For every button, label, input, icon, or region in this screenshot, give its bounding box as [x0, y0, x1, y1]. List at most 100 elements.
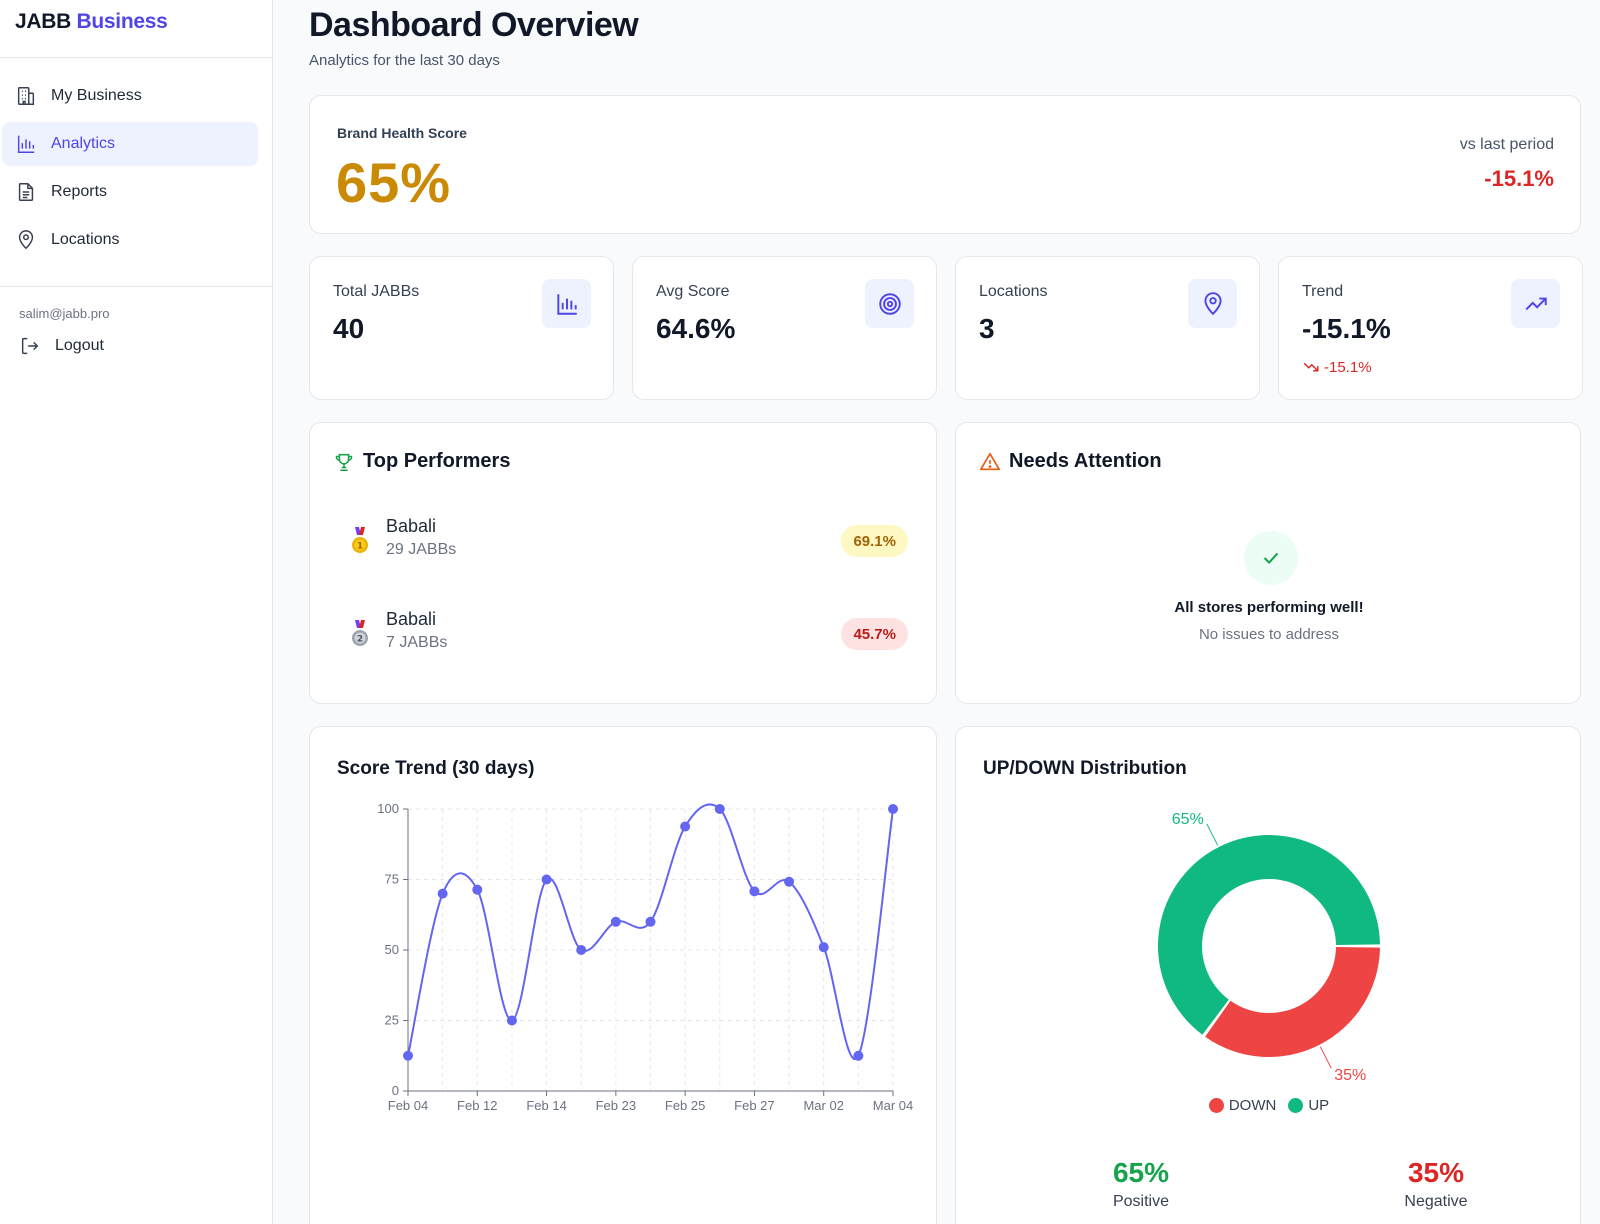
pie-slice-up: [1158, 835, 1380, 1035]
y-tick-label: 25: [385, 1013, 399, 1028]
y-tick-label: 100: [377, 801, 399, 816]
needs-attention-card: Needs Attention All stores performing we…: [955, 422, 1581, 704]
logout-button[interactable]: Logout: [19, 335, 272, 357]
score-trend-card: Score Trend (30 days) 0 25 50 75 100 Feb 04 Fe…: [309, 726, 937, 1224]
vs-last-period-label: vs last period: [1459, 136, 1554, 153]
stat-label: Trend: [1302, 283, 1344, 300]
check-icon: [1263, 552, 1279, 565]
sidebar-item-reports[interactable]: Reports: [2, 170, 258, 214]
stat-card-total-jabbs: Total JABBs 40: [309, 256, 614, 400]
legend-item-up[interactable]: UP: [1288, 1097, 1329, 1114]
y-tick-label: 75: [385, 872, 399, 887]
needs-attention-title-text: Needs Attention: [1009, 450, 1162, 472]
performer-count: 29 JABBs: [386, 541, 457, 558]
brand-logo[interactable]: JABB Business: [0, 0, 272, 58]
stat-value: 64.6%: [656, 313, 736, 344]
map-pin-icon: [18, 230, 34, 250]
stat-label: Total JABBs: [333, 283, 420, 300]
top-performers-title-text: Top Performers: [363, 450, 511, 472]
score-trend-chart: 0 25 50 75 100 Feb 04 Feb 12 Feb 14 Feb 23 Feb 25…: [377, 801, 913, 1113]
legend-item-down[interactable]: DOWN: [1208, 1097, 1277, 1114]
y-tick-label: 50: [385, 942, 399, 957]
stat-value: 40: [333, 313, 365, 344]
sidebar-item-locations[interactable]: Locations: [2, 218, 258, 262]
score-trend-title: Score Trend (30 days): [337, 758, 535, 779]
list-item[interactable]: 1 Babali 29 JABBs 69.1%: [348, 516, 908, 566]
sidebar-item-my-business[interactable]: My Business: [2, 74, 258, 118]
data-point: [506, 1015, 517, 1026]
data-point: [472, 884, 483, 895]
distribution-title: UP/DOWN Distribution: [983, 758, 1187, 779]
x-tick-label: Feb 14: [526, 1098, 566, 1113]
x-tick-label: Mar 04: [873, 1098, 913, 1113]
stat-icon-box: [865, 279, 914, 328]
chart-legend: DOWN UP: [956, 1097, 1582, 1114]
data-point: [437, 888, 448, 899]
legend-label: DOWN: [1228, 1097, 1277, 1114]
sidebar-item-label: My Business: [51, 87, 142, 104]
y-tick-label: 0: [392, 1083, 399, 1098]
logout-label: Logout: [55, 337, 104, 354]
data-point: [610, 916, 621, 927]
building-icon: [17, 87, 35, 105]
medal-rank: 2: [357, 635, 363, 645]
stat-icon-box: [542, 279, 591, 328]
data-point: [784, 876, 795, 887]
score-badge: 45.7%: [841, 618, 908, 650]
sidebar-item-label: Locations: [51, 231, 120, 248]
brand-health-card: Brand Health Score 65% vs last period -1…: [309, 95, 1581, 234]
legend-label: UP: [1308, 1097, 1330, 1114]
logout-icon: [21, 337, 39, 355]
x-tick-label: Mar 02: [803, 1098, 843, 1113]
brand-name-part1: JABB: [15, 10, 71, 33]
target-icon: [878, 292, 901, 315]
data-point: [888, 804, 898, 814]
stat-icon-box: [1511, 279, 1560, 328]
sidebar: JABB Business My Business Analytics Repo…: [0, 0, 273, 1224]
list-item[interactable]: 2 Babali 7 JABBs 45.7%: [348, 609, 908, 659]
data-point: [403, 1050, 413, 1061]
legend-dot: [1208, 1098, 1224, 1113]
file-text-icon: [18, 183, 34, 201]
performer-count: 7 JABBs: [386, 634, 448, 651]
stat-label: Avg Score: [656, 283, 730, 300]
data-point: [541, 874, 552, 885]
stat-card-locations: Locations 3: [955, 256, 1260, 400]
slice-leader: [1319, 1046, 1332, 1069]
negative-summary: 35% Negative: [1356, 1157, 1516, 1211]
needs-attention-title: Needs Attention: [979, 450, 1162, 473]
data-point: [853, 1050, 864, 1061]
positive-summary: 65% Positive: [1061, 1157, 1221, 1211]
x-tick-label: Feb 23: [596, 1098, 636, 1113]
distribution-chart: 35% 65%: [1158, 811, 1380, 1084]
success-badge: [1244, 531, 1298, 585]
top-performers-card: Top Performers 1 Babali 29 JABBs 69.1% 2…: [309, 422, 937, 704]
score-badge: 69.1%: [841, 525, 908, 557]
stat-label: Locations: [979, 283, 1048, 300]
performer-name: Babali: [386, 516, 437, 536]
brand-health-label: Brand Health Score: [337, 125, 467, 141]
sidebar-nav: My Business Analytics Reports Locations: [0, 58, 272, 287]
trend-delta-value: -15.1%: [1324, 358, 1372, 376]
negative-value: 35%: [1407, 1157, 1465, 1188]
silver-medal-icon: 2: [352, 620, 368, 646]
x-tick-label: Feb 12: [457, 1098, 497, 1113]
bar-chart-icon: [17, 135, 35, 153]
data-point: [714, 804, 725, 814]
trending-down-icon: [1303, 362, 1319, 372]
x-tick-label: Feb 27: [734, 1098, 774, 1113]
gold-medal-icon: 1: [352, 527, 368, 553]
slice-leader: [1206, 823, 1219, 846]
all-good-subtitle: No issues to address: [1198, 626, 1340, 643]
slice-label: 35%: [1334, 1067, 1366, 1084]
sidebar-item-analytics[interactable]: Analytics: [2, 122, 258, 166]
positive-value: 65%: [1112, 1157, 1170, 1188]
data-point: [680, 821, 691, 832]
pie-slice-down: [1205, 947, 1380, 1057]
sidebar-item-label: Reports: [51, 183, 108, 200]
positive-label: Positive: [1112, 1193, 1170, 1210]
brand-health-value: 65%: [336, 151, 452, 214]
user-email: salim@jabb.pro: [19, 306, 110, 321]
trend-delta: -15.1%: [1302, 358, 1372, 376]
map-pin-icon: [1203, 291, 1222, 315]
